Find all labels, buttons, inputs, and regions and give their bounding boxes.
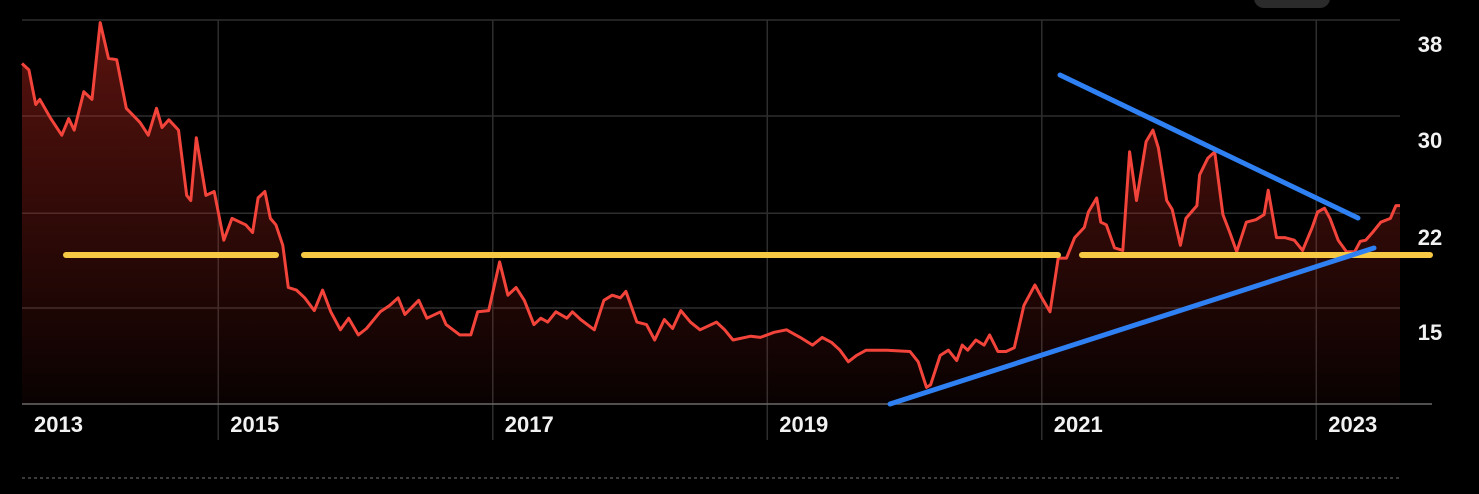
price-line [20,21,1400,389]
x-tick-label: 2021 [1054,412,1103,437]
trend-line [887,245,1377,407]
plot [20,21,1400,404]
toolbar-button[interactable] [1254,0,1330,8]
y-tick-label: 30 [1418,128,1442,153]
drawings [63,72,1433,407]
trend-line [1057,72,1361,221]
x-tick-label: 2013 [34,412,83,437]
y-tick-label: 38 [1418,32,1442,57]
price-area [22,22,1400,404]
y-tick-label: 15 [1418,320,1442,345]
x-tick-label: 2023 [1328,412,1377,437]
x-tick-label: 2017 [505,412,554,437]
x-tick-label: 2015 [230,412,279,437]
x-tick-label: 2019 [779,412,828,437]
y-tick-label: 22 [1418,225,1442,250]
